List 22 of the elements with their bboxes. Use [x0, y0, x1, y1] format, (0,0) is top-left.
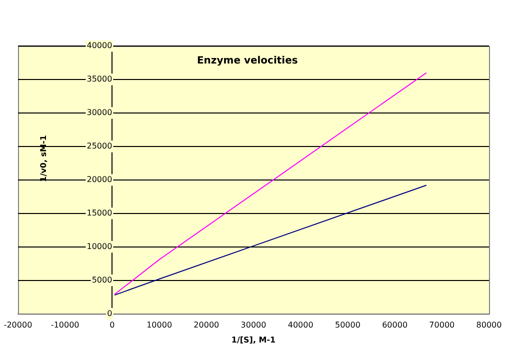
- x-tick-label: 10000: [146, 320, 172, 330]
- x-tick-label: 40000: [288, 320, 314, 330]
- x-axis-title: 1/[S], M-1: [231, 335, 276, 344]
- y-tick-label: 20000: [86, 174, 112, 184]
- y-tick-label: 25000: [86, 142, 112, 151]
- x-tick-label: 50000: [334, 320, 360, 330]
- y-tick-label: 30000: [86, 108, 112, 118]
- x-tick-label: 70000: [429, 320, 455, 330]
- x-tick-label: 80000: [476, 320, 502, 330]
- x-tick-label: -10000: [50, 320, 80, 330]
- y-tick-label: 0: [107, 308, 112, 318]
- x-tick-label: -20000: [4, 320, 32, 330]
- text: Enzyme velocities: [196, 56, 298, 67]
- y-tick-label: 35000: [86, 74, 112, 84]
- y-tick-label: 5000: [92, 275, 112, 284]
- y-tick-label: 15000: [86, 208, 112, 218]
- y-tick-label: 40000: [86, 41, 112, 50]
- y-axis-title: 1/v0, sM-1: [39, 134, 48, 182]
- x-tick-label: 60000: [382, 320, 408, 330]
- x-tick-label: 30000: [240, 320, 266, 330]
- y-tick-label: 10000: [86, 242, 112, 251]
- x-tick-label: 20000: [194, 320, 220, 330]
